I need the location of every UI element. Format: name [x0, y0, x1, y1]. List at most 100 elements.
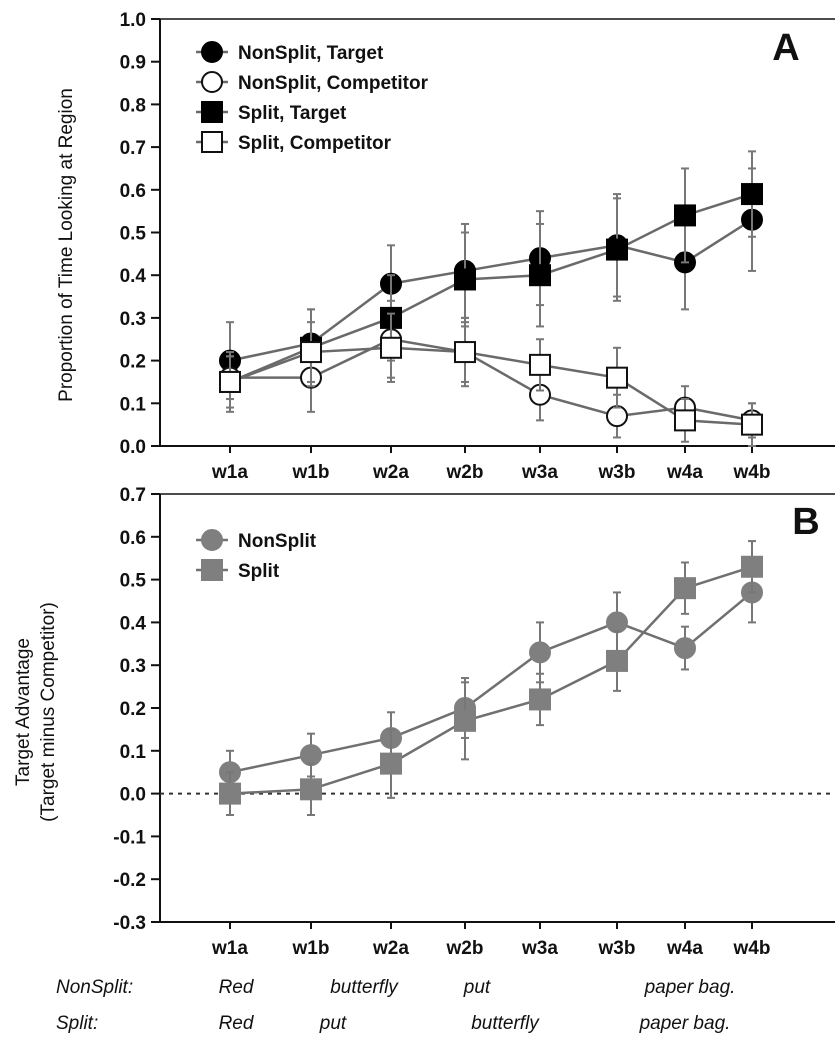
panel-b-series [219, 540, 763, 816]
panel-b-x-tick-label: w2a [372, 938, 409, 959]
panel-a-square-point [674, 409, 696, 432]
panel-a-y-tick-label: 0.3 [120, 309, 146, 330]
panel-a-square-point [454, 341, 476, 364]
panel-b-legend-label: Split [238, 561, 280, 582]
panel-b-legend-square-marker [201, 559, 223, 581]
panel-a-square-point [300, 341, 322, 364]
panel-a-y-tick-label: 0.9 [120, 53, 146, 74]
panel-a-legend-label: NonSplit, Target [238, 43, 384, 64]
panel-b-y-tick-label: -0.1 [113, 827, 146, 848]
panel-a-square-point [741, 413, 763, 436]
panel-b-square-point [529, 688, 551, 711]
panel-a-square-point [674, 204, 696, 227]
panel-a-x-tick-label: w2b [446, 462, 484, 483]
panel-a-square-point [606, 238, 628, 261]
panel-a-x-tick-label: w4a [666, 462, 703, 483]
panel-b-x-tick-label: w1b [292, 938, 330, 959]
panel-b-y-axis-label-line2: (Target minus Competitor) [38, 602, 59, 822]
panel-a-square-point [219, 370, 241, 393]
panel-b-legend-circle-marker [201, 529, 223, 551]
panel-b-y-tick-label: 0.7 [120, 485, 146, 506]
panel-a-legend-square-marker [201, 101, 223, 123]
panel-b-y-tick-label: 0.0 [120, 785, 146, 806]
panel-b-y-tick-label: 0.1 [120, 742, 147, 763]
panel-a-legend-label: Split, Target [238, 103, 347, 124]
panel-b-x-tick-label: w4a [666, 938, 703, 959]
panel-a-y-axis-label: Proportion of Time Looking at Region [56, 88, 77, 402]
panel-b-legend-label: NonSplit [238, 531, 317, 552]
panel-a-legend-square-marker [201, 131, 223, 153]
panel-a-square-point [529, 353, 551, 376]
panel-a-series [219, 167, 763, 401]
panel-a-legend-circle-marker [201, 41, 223, 63]
panel-a-x-tick-label: w4b [733, 462, 771, 483]
panel-b-x-tick-label: w3a [521, 938, 558, 959]
panel-a-y-tick-label: 0.4 [120, 266, 147, 287]
panel-a-marks [219, 150, 763, 447]
sentence-word: put [319, 1013, 347, 1034]
panel-b-x-tick-label: w3b [598, 938, 636, 959]
panel-a-x-tick-label: w2a [372, 462, 409, 483]
sentence-word: paper bag. [639, 1013, 731, 1034]
panel-a-x-tick-label: w3a [521, 462, 558, 483]
panel-b-marks [219, 540, 763, 816]
panel-a-y-tick-label: 0.0 [120, 437, 146, 458]
panel-a-y-tick-label: 0.7 [120, 138, 146, 159]
panel-a-series-line [229, 192, 753, 384]
panel-b-series-line [229, 591, 753, 774]
sentence-word: butterfly [471, 1013, 540, 1034]
panel-b-y-tick-label: 0.5 [120, 571, 147, 592]
panel-b-y-tick-label: 0.6 [120, 528, 146, 549]
panel-b-y-tick-label: 0.2 [120, 699, 146, 720]
panel-b-y-tick-label: 0.3 [120, 656, 146, 677]
panel-a: A Proportion of Time Looking at Region 0… [56, 10, 835, 483]
panel-b-square-point [454, 709, 476, 732]
word-row-label: NonSplit: [56, 977, 133, 998]
panel-b-y-tick-label: 0.4 [120, 613, 147, 634]
sentence-word: paper bag. [644, 977, 736, 998]
panel-b-label: B [792, 501, 819, 543]
panel-a-x-tick-label: w1a [211, 462, 248, 483]
panel-a-y-tick-label: 0.5 [120, 224, 147, 245]
panel-b-x-tick-label: w2b [446, 938, 484, 959]
panel-a-axes: 0.0 0.1 0.2 0.3 0.4 0.5 0.6 0.7 0.8 0.9 1.0 w1a w1b w… [120, 10, 835, 483]
panel-a-y-tick-label: 0.6 [120, 181, 146, 202]
sentence-word: butterfly [330, 977, 399, 998]
panel-b-square-point [380, 752, 402, 775]
panel-a-legend-circle-marker [201, 71, 223, 93]
panel-a-y-tick-label: 1.0 [120, 10, 146, 31]
panel-a-label: A [772, 27, 799, 69]
panel-a-x-tick-label: w1b [292, 462, 330, 483]
panel-a-square-point [529, 264, 551, 287]
panel-b-square-point [219, 782, 241, 805]
panel-b-series-line [229, 565, 753, 795]
panel-b-axes: -0.3 -0.2 -0.1 0.0 0.1 0.2 0.3 0.4 0.5 0.6 0.7 w1a w… [113, 485, 835, 959]
panel-a-legend-label: NonSplit, Competitor [238, 73, 429, 94]
panel-b-square-point [674, 577, 696, 600]
panel-a-series-line [229, 346, 753, 426]
panel-b-circle-point [606, 611, 628, 634]
panel-b-circle-point [529, 641, 551, 664]
panel-b-y-tick-label: -0.2 [113, 870, 146, 891]
sentence-word-rows: NonSplit: Red butterfly put paper bag. Split:… [56, 977, 735, 1034]
panel-b-square-point [300, 778, 322, 801]
sentence-word: put [463, 977, 491, 998]
word-row-label: Split: [56, 1013, 98, 1034]
panel-b: B Target Advantage (Target minus Competi… [13, 485, 835, 959]
panel-b-square-point [741, 555, 763, 578]
panel-b-square-point [606, 649, 628, 672]
panel-b-x-tick-label: w4b [733, 938, 771, 959]
panel-a-series [219, 312, 763, 447]
panel-a-y-tick-label: 0.2 [120, 352, 146, 373]
panel-b-y-tick-label: -0.3 [113, 913, 146, 934]
panel-b-legend: NonSplit Split [196, 529, 317, 582]
panel-a-square-point [606, 366, 628, 389]
sentence-word: Red [219, 1013, 255, 1034]
panel-a-series-line [230, 337, 753, 422]
panel-a-x-tick-label: w3b [598, 462, 636, 483]
panel-a-circle-point [606, 405, 628, 428]
panel-a-series-line [229, 218, 753, 362]
panel-a-square-point [741, 183, 763, 206]
panel-a-square-point [454, 268, 476, 291]
panel-b-circle-point [300, 744, 322, 767]
